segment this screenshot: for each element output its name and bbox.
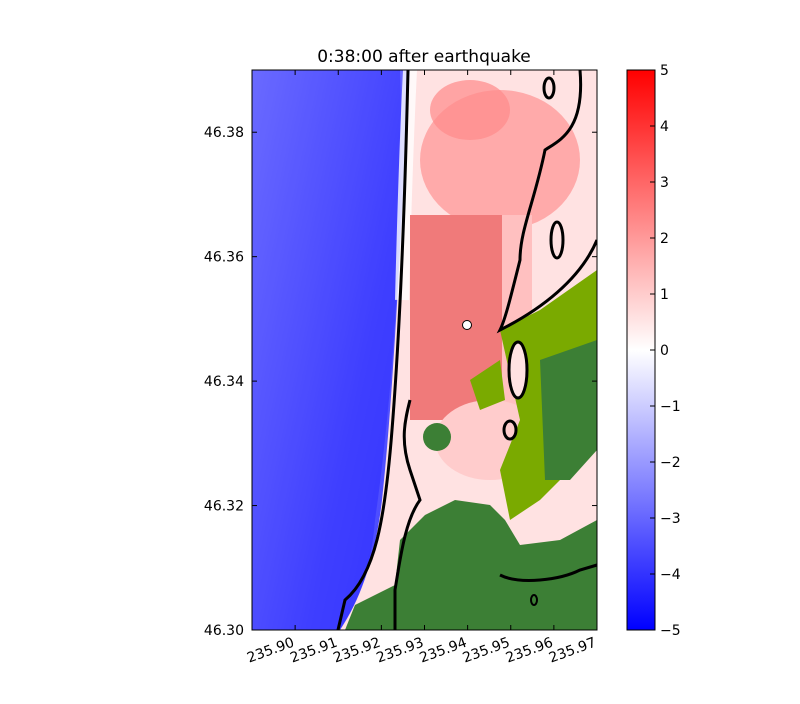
colorbar-tick-label: 2 bbox=[660, 231, 669, 247]
colorbar-tick-label: −4 bbox=[660, 567, 681, 583]
field bbox=[252, 70, 597, 630]
colorbar-tick-label: 3 bbox=[660, 175, 669, 191]
x-tick-label: 235.97 bbox=[547, 635, 599, 667]
colorbar-tick-label: 5 bbox=[660, 63, 669, 79]
colorbar-tick-label: −5 bbox=[660, 623, 681, 639]
chart-title: 0:38:00 after earthquake bbox=[317, 47, 531, 67]
colorbar-tick-label: −1 bbox=[660, 399, 681, 415]
y-tick-label: 46.32 bbox=[204, 499, 244, 515]
y-tick-label: 46.30 bbox=[204, 623, 244, 639]
colorbar-tick-label: 1 bbox=[660, 287, 669, 303]
y-tick-label: 46.38 bbox=[204, 125, 244, 141]
y-tick-label: 46.36 bbox=[204, 250, 244, 266]
colorbar-tick-label: −2 bbox=[660, 455, 681, 471]
colorbar-tick-label: −3 bbox=[660, 511, 681, 527]
colorbar-tick-label: 0 bbox=[660, 343, 669, 359]
colorbar-tick-label: 4 bbox=[660, 119, 669, 135]
y-tick-label: 46.34 bbox=[204, 374, 244, 390]
